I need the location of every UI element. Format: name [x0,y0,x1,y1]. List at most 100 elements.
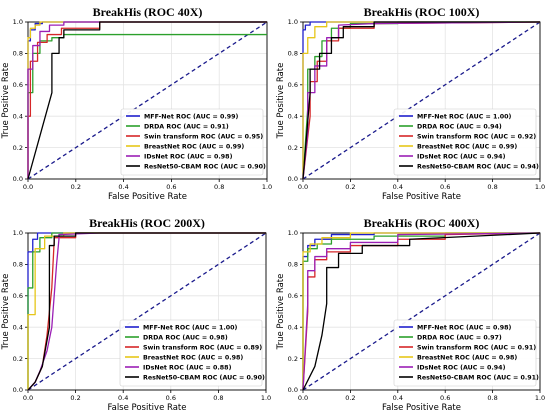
legend-box [119,319,263,387]
y-tick-label: 0.0 [13,175,23,183]
legend-entry: ResNet50-CBAM ROC (AUC = 0.90) [144,163,266,170]
x-tick-label: 1.0 [261,394,271,402]
y-tick-label: 0.6 [13,292,23,300]
x-tick-label: 0.2 [70,394,80,402]
legend-entry: MFF-Net ROC (AUC = 1.00) [417,113,512,120]
x-tick-label: 1.0 [262,183,272,191]
x-tick-label: 1.0 [535,394,545,402]
x-tick-label: 0.0 [23,183,33,191]
chance-diagonal-line [27,232,267,391]
x-tick-label: 0.2 [345,394,355,402]
roc-series-line-3 [302,232,540,390]
x-tick-label: 0.8 [487,394,497,402]
roc-series-line-5 [302,21,540,180]
chart-title: BreakHis (ROC 400X) [364,216,480,230]
roc-series-line-0 [27,232,266,390]
x-tick-label: 0.6 [166,183,176,191]
y-tick-label: 0.8 [288,50,298,58]
x-tick-label: 1.0 [535,183,545,191]
legend: MFF-Net ROC (AUC = 0.98) DRDA ROC (AUC = … [393,319,539,387]
roc-series-line-1 [27,232,266,390]
chart-title: BreakHis (ROC 40X) [93,5,203,19]
legend-entry: BreastNet ROC (AUC = 0.98) [143,354,243,361]
legend-entry: IDsNet ROC (AUC = 0.88) [143,364,232,371]
legend-entry: DRDA ROC (AUC = 0.98) [143,334,228,341]
x-tick-label: 0.6 [166,394,176,402]
y-tick-label: 0.6 [288,292,298,300]
x-axis-label: False Positive Rate [382,403,461,413]
y-axis-label: True Positive Rate [1,274,11,351]
roc-series-line-4 [302,232,541,391]
legend-entry: ResNet50-CBAM ROC (AUC = 0.94) [417,163,539,170]
x-tick-label: 0.0 [298,394,308,402]
x-tick-label: 0.8 [213,394,223,402]
x-tick-label: 0.8 [214,183,224,191]
y-tick-label: 0.4 [288,323,298,331]
legend-entry: IDsNet ROC (AUC = 0.94) [417,364,506,371]
legend-entry: BreastNet ROC (AUC = 0.99) [417,143,517,150]
x-tick-label: 0.6 [440,183,450,191]
x-axis-label: False Positive Rate [108,192,187,202]
legend-entry: Swin transform ROC (AUC = 0.91) [417,344,536,351]
roc-panel-3: 0.0 0.2 0.4 0.6 0.8 1.0 0.0 0.2 0.4 0.6 0.8 1.0 Brea… [276,216,545,413]
roc-panel-0: 0.0 0.2 0.4 0.6 0.8 1.0 0.0 0.2 0.4 0.6 0.8 1.0 Brea… [1,5,272,202]
legend-entry: MFF-Net ROC (AUC = 0.99) [144,113,239,120]
y-tick-label: 0.6 [288,81,298,89]
x-tick-label: 0.6 [440,394,450,402]
legend-entry: IDsNet ROC (AUC = 0.94) [417,153,506,160]
y-tick-label: 0.6 [13,81,23,89]
x-tick-label: 0.0 [298,183,308,191]
y-axis-label: True Positive Rate [276,274,286,351]
x-tick-label: 0.4 [118,183,128,191]
roc-series-line-4 [27,21,267,179]
roc-series-line-5 [27,232,266,391]
y-tick-label: 0.8 [13,50,23,58]
y-tick-label: 0.4 [288,112,298,120]
x-tick-label: 0.4 [393,394,403,402]
y-tick-label: 0.0 [288,386,298,394]
roc-panel-1: 0.0 0.2 0.4 0.6 0.8 1.0 0.0 0.2 0.4 0.6 0.8 1.0 Brea… [276,5,545,202]
legend: MFF-Net ROC (AUC = 1.00) DRDA ROC (AUC = … [119,319,265,387]
chart-title: BreakHis (ROC 200X) [89,216,205,230]
x-tick-label: 0.4 [393,183,403,191]
y-axis-label: True Positive Rate [276,63,286,140]
x-tick-label: 0.0 [23,394,33,402]
y-tick-label: 0.8 [13,261,23,269]
legend: MFF-Net ROC (AUC = 1.00) DRDA ROC (AUC = … [393,108,539,176]
legend-entry: DRDA ROC (AUC = 0.94) [417,123,502,130]
x-axis-label: False Positive Rate [108,403,187,413]
y-tick-label: 0.4 [13,323,23,331]
legend-entry: MFF-Net ROC (AUC = 1.00) [143,324,238,331]
roc-series-line-3 [302,21,540,179]
legend-entry: Swin transform ROC (AUC = 0.92) [417,133,536,140]
roc-series-line-5 [302,232,541,391]
x-tick-label: 0.2 [71,183,81,191]
roc-series-line-4 [302,21,541,180]
y-tick-label: 0.2 [13,144,23,152]
chance-diagonal-line [302,21,541,180]
legend-box [120,108,264,176]
y-axis-label: True Positive Rate [1,63,11,140]
y-tick-label: 1.0 [288,18,298,26]
y-tick-label: 0.2 [288,144,298,152]
y-tick-label: 1.0 [288,229,298,237]
legend: MFF-Net ROC (AUC = 0.99) DRDA ROC (AUC = … [120,108,266,176]
legend-entry: DRDA ROC (AUC = 0.97) [417,334,502,341]
legend-entry: Swin transform ROC (AUC = 0.89) [143,344,262,351]
y-tick-label: 0.0 [13,386,23,394]
y-tick-label: 1.0 [13,229,23,237]
y-tick-label: 0.2 [288,355,298,363]
legend-entry: DRDA ROC (AUC = 0.91) [144,123,229,130]
chance-diagonal-line [302,232,541,391]
legend-entry: IDsNet ROC (AUC = 0.98) [144,153,233,160]
x-tick-label: 0.8 [487,183,497,191]
legend-box [393,108,537,176]
x-axis-label: False Positive Rate [382,192,461,202]
legend-entry: Swin transform ROC (AUC = 0.95) [144,133,263,140]
chance-diagonal-line [27,21,268,180]
legend-box [393,319,537,387]
legend-entry: MFF-Net ROC (AUC = 0.98) [417,324,512,331]
x-tick-label: 0.4 [118,394,128,402]
y-tick-label: 1.0 [13,18,23,26]
